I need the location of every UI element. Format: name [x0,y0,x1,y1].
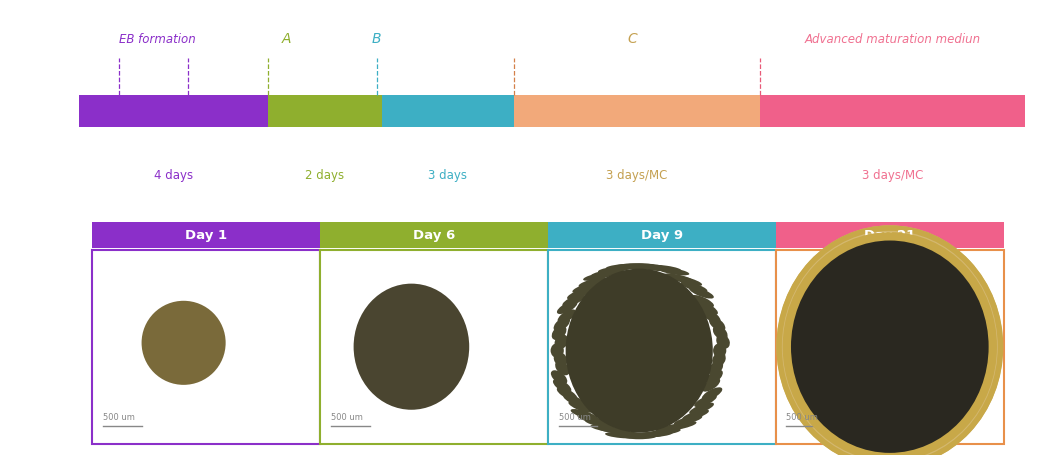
Ellipse shape [702,378,720,392]
Text: C: C [627,31,637,46]
Ellipse shape [558,310,576,324]
Text: B: B [372,31,382,46]
Ellipse shape [622,264,656,269]
Ellipse shape [777,226,1003,455]
Ellipse shape [716,334,729,349]
Ellipse shape [622,434,656,439]
Ellipse shape [563,394,585,407]
Bar [776,250,1004,444]
Ellipse shape [694,395,717,407]
Ellipse shape [569,401,593,413]
Text: EB formation: EB formation [119,32,195,46]
Text: 500 um: 500 um [331,412,363,421]
Ellipse shape [648,265,681,273]
Ellipse shape [787,237,993,455]
Ellipse shape [698,302,718,315]
Ellipse shape [631,264,664,270]
Ellipse shape [656,424,687,432]
Ellipse shape [689,403,714,415]
Bar [268,96,382,127]
Ellipse shape [562,295,585,307]
Text: 500 um: 500 um [786,412,819,421]
Ellipse shape [555,335,569,349]
Ellipse shape [591,270,622,278]
Ellipse shape [689,288,714,299]
Ellipse shape [681,282,707,293]
Bar [79,96,268,127]
Ellipse shape [591,425,622,433]
Text: A: A [282,31,292,46]
Text: 2 days: 2 days [305,168,345,182]
Bar [321,223,549,248]
Ellipse shape [713,352,726,367]
Ellipse shape [658,268,689,276]
Ellipse shape [551,344,563,358]
Ellipse shape [577,415,606,425]
Ellipse shape [709,317,725,331]
Bar [549,250,776,444]
Text: 500 um: 500 um [103,412,135,421]
Ellipse shape [554,352,568,367]
Ellipse shape [631,432,664,438]
Ellipse shape [551,370,568,384]
Ellipse shape [692,295,714,308]
Ellipse shape [639,431,673,437]
Ellipse shape [614,432,647,438]
Ellipse shape [584,419,615,428]
Ellipse shape [702,310,721,324]
Ellipse shape [598,267,631,273]
Ellipse shape [614,264,647,270]
Ellipse shape [682,410,709,420]
Ellipse shape [599,427,632,434]
Ellipse shape [674,277,702,286]
Bar [514,96,760,127]
Bar [549,223,776,248]
Bar [776,223,1004,248]
Text: Day 9: Day 9 [641,229,683,242]
Ellipse shape [605,264,639,271]
Text: Day 1: Day 1 [185,229,227,242]
Ellipse shape [708,361,723,375]
Ellipse shape [605,432,638,439]
Ellipse shape [702,388,722,400]
Text: Day 21: Day 21 [864,229,915,242]
Ellipse shape [142,301,226,385]
Ellipse shape [557,387,577,400]
Ellipse shape [713,344,726,358]
Text: Advanced maturation mediun: Advanced maturation mediun [804,32,981,46]
Text: Day 6: Day 6 [413,229,455,242]
Ellipse shape [554,318,570,332]
Ellipse shape [578,278,607,288]
Bar [760,96,1025,127]
Ellipse shape [706,370,723,384]
Ellipse shape [663,274,694,283]
Text: 3 days: 3 days [428,168,468,182]
Ellipse shape [648,428,681,435]
Ellipse shape [573,283,599,293]
Text: 3 days/MC: 3 days/MC [606,168,667,182]
Bar [92,223,321,248]
Ellipse shape [557,301,577,314]
Ellipse shape [555,361,570,375]
Ellipse shape [674,415,702,425]
Bar [321,250,549,444]
Ellipse shape [666,421,697,430]
Ellipse shape [713,326,727,340]
Ellipse shape [568,288,592,300]
Ellipse shape [553,379,572,393]
Text: 3 days/MC: 3 days/MC [862,168,923,182]
Ellipse shape [639,265,673,272]
Bar [382,96,514,127]
Ellipse shape [552,326,566,340]
Ellipse shape [353,284,469,410]
Ellipse shape [583,273,614,281]
Bar [92,250,321,444]
Text: 4 days: 4 days [153,168,193,182]
Text: 500 um: 500 um [559,412,591,421]
Ellipse shape [565,269,713,433]
Ellipse shape [571,409,597,420]
